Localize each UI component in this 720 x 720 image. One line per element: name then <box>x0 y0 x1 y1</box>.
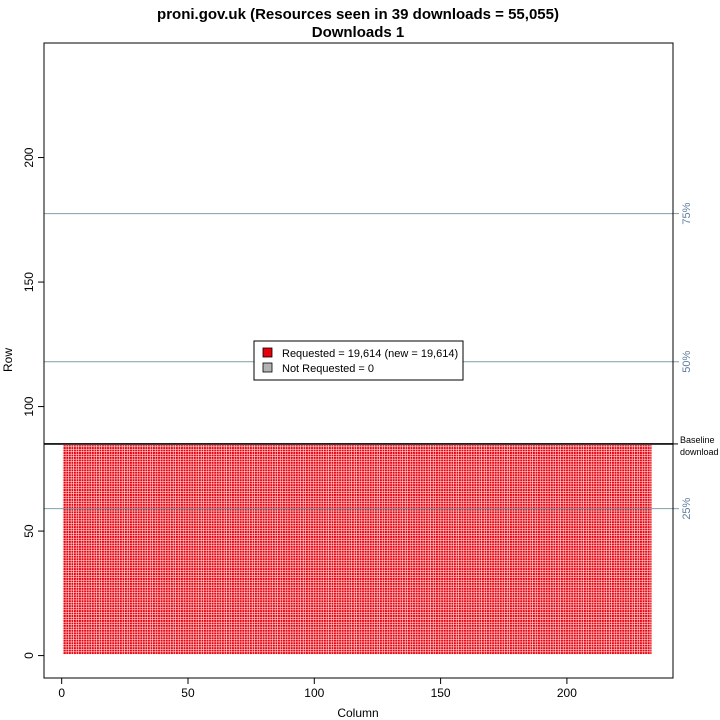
axes: 0 50 100 150 200 0 50 100 150 200 <box>22 147 577 700</box>
baseline-label: Baseline <box>680 435 715 445</box>
x-tick-label: 50 <box>181 686 195 700</box>
x-axis-label: Column <box>337 706 378 720</box>
percentile-label: 75% <box>681 202 693 224</box>
y-tick-label: 100 <box>22 396 36 416</box>
y-tick-label: 0 <box>22 652 36 659</box>
x-tick-label: 100 <box>304 686 324 700</box>
requested-cells <box>62 445 652 655</box>
data-layer <box>62 445 652 655</box>
percentile-label: 50% <box>681 351 693 373</box>
legend-box <box>253 340 464 381</box>
percentile-label: 25% <box>681 497 693 519</box>
x-tick-label: 150 <box>431 686 451 700</box>
legend: Requested = 19,614 (new = 19,614) Not Re… <box>253 340 464 381</box>
plot-frame <box>43 42 674 679</box>
y-axis-label: Row <box>1 348 15 372</box>
y-tick-label: 150 <box>22 272 36 292</box>
chart-subtitle: Downloads 1 <box>312 24 405 41</box>
legend-label-not-requested: Not Requested = 0 <box>282 363 374 375</box>
y-tick-label: 200 <box>22 147 36 167</box>
y-tick-label: 50 <box>22 524 36 538</box>
legend-label-requested: Requested = 19,614 (new = 19,614) <box>282 348 458 360</box>
x-tick-label: 200 <box>557 686 577 700</box>
legend-swatch-requested <box>262 347 273 358</box>
x-tick-label: 0 <box>58 686 65 700</box>
legend-swatch-not-requested <box>262 362 273 373</box>
baseline-label-2: download <box>680 447 719 457</box>
chart-title: proni.gov.uk (Resources seen in 39 downl… <box>157 6 559 23</box>
